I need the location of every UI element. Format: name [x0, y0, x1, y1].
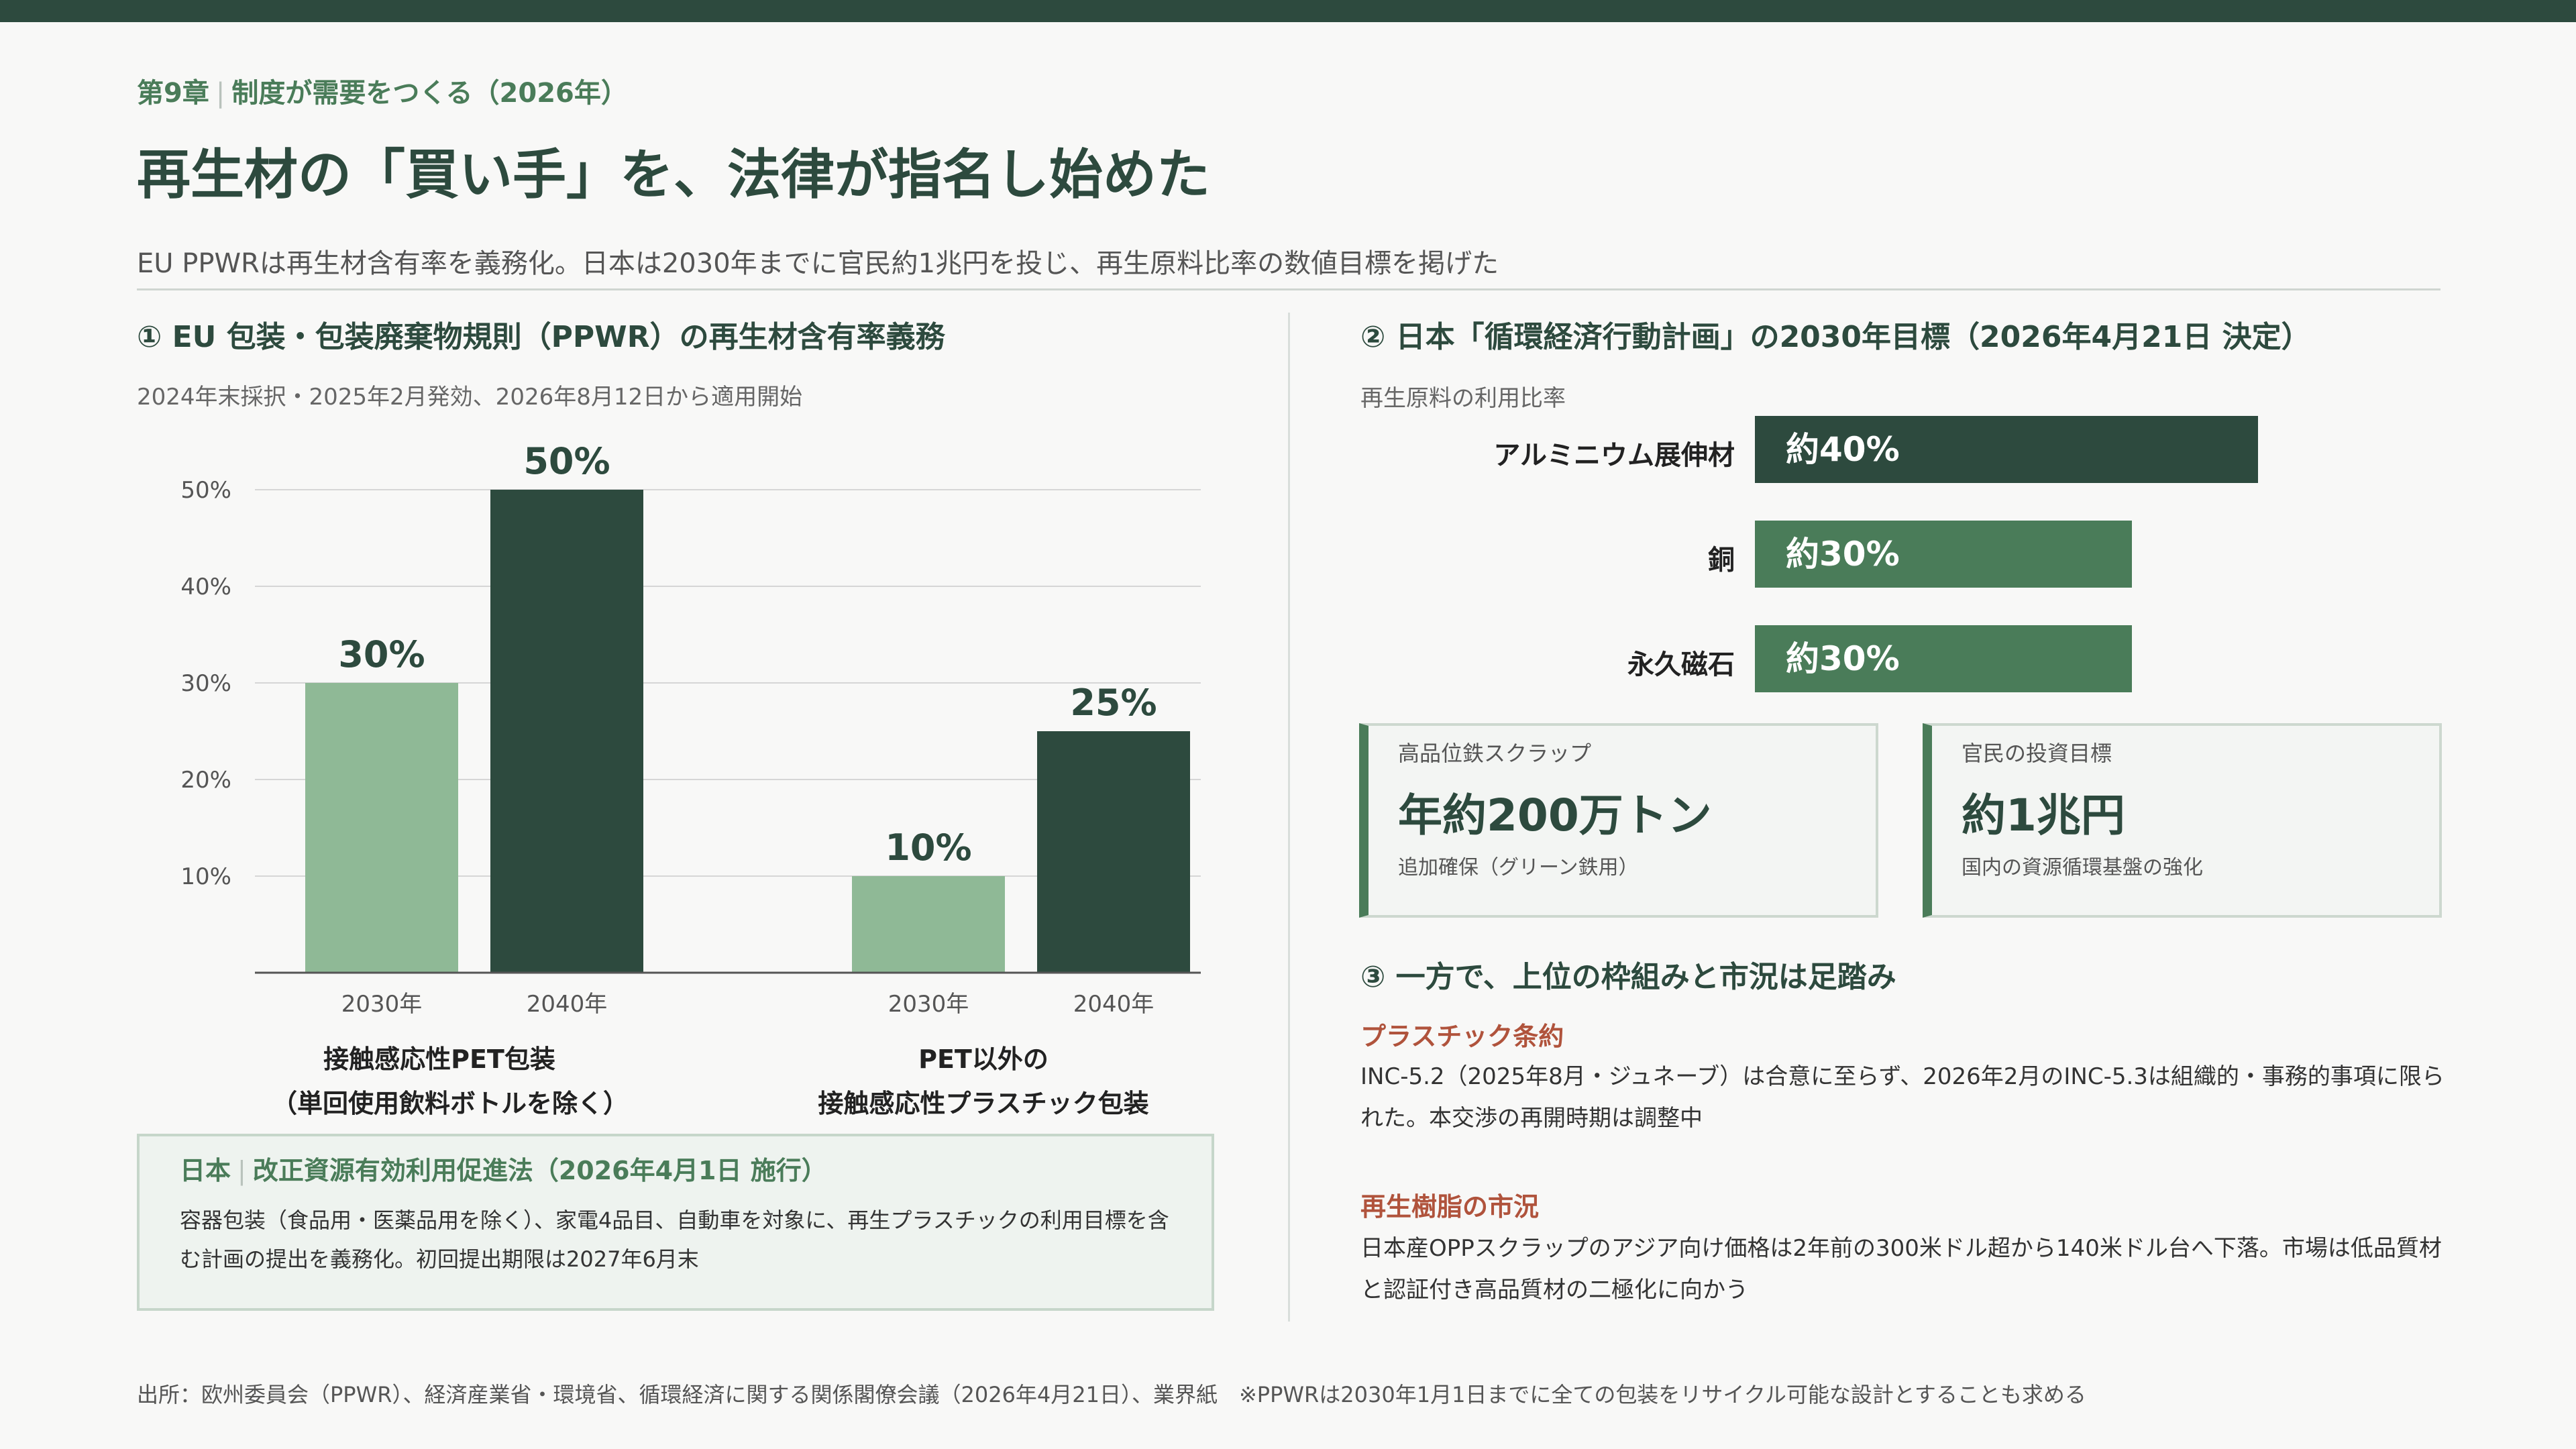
x-tick-label: 2040年: [527, 991, 608, 1018]
page-title: 再生材の「買い手」を、法律が指名し始めた: [137, 144, 1210, 206]
section2-heading: ② 日本「循環経済行動計画」の2030年目標（2026年4月21日 決定）: [1360, 320, 2311, 354]
card-label: 官民の投資目標: [1962, 741, 2112, 766]
card-label: 高品位鉄スクラップ: [1398, 741, 1592, 766]
header-divider: [137, 288, 2440, 290]
bar-value-label: 10%: [885, 826, 971, 869]
bar: [852, 876, 1005, 973]
card-note: 国内の資源循環基盤の強化: [1962, 856, 2203, 879]
hbar-category-label: 銅: [1708, 545, 1735, 576]
hbar-category-label: 永久磁石: [1627, 649, 1735, 680]
group-label-line: 接触感応性PET包装: [323, 1044, 555, 1074]
group-label-line: 接触感応性プラスチック包装: [818, 1089, 1149, 1118]
bar-value-label: 50%: [523, 440, 610, 482]
chapter-number: 第9章: [137, 78, 209, 109]
stat-card-iron-scrap: 高品位鉄スクラップ 年約200万トン 追加確保（グリーン鉄用）: [1359, 723, 1878, 918]
card-value: 年約200万トン: [1398, 790, 1712, 841]
y-tick-label: 10%: [180, 863, 231, 890]
group-label-pet: 接触感応性PET包装 （単回使用飲料ボトルを除く）: [272, 1037, 629, 1126]
x-tick-label: 2030年: [341, 991, 423, 1018]
hbar: 約30%: [1755, 625, 2132, 692]
group-label-line: PET以外の: [918, 1044, 1049, 1074]
bar-value-label: 30%: [338, 633, 425, 676]
bar-value-label: 25%: [1070, 682, 1157, 724]
x-tick-label: 2040年: [1073, 991, 1155, 1018]
japan-law-title: 日本 | 改正資源有効利用促進法（2026年4月1日 施行）: [180, 1156, 827, 1185]
chapter-topic: 制度が需要をつくる（2026年）: [231, 78, 628, 109]
hbar: 約30%: [1755, 521, 2132, 588]
card-value: 約1兆円: [1962, 790, 2125, 841]
group-label-line: （単回使用飲料ボトルを除く）: [272, 1089, 629, 1118]
hbar-category-label: アルミニウム展伸材: [1493, 440, 1735, 471]
page-subtitle: EU PPWRは再生材含有率を義務化。日本は2030年までに官民約1兆円を投じ、…: [137, 248, 1499, 279]
japan-law-name: 改正資源有効利用促進法（2026年4月1日 施行）: [252, 1156, 827, 1185]
section3-heading: ③ 一方で、上位の枠組みと市況は足踏み: [1360, 960, 1896, 994]
top-accent-bar: [0, 0, 2576, 22]
y-tick-label: 40%: [180, 574, 231, 600]
japan-law-body: 容器包装（食品用・医薬品用を除く）、家電4品目、自動車を対象に、再生プラスチック…: [180, 1208, 1169, 1272]
x-tick-label: 2030年: [888, 991, 969, 1018]
source-footnote: 出所：欧州委員会（PPWR）、経済産業省・環境省、循環経済に関する関係閣僚会議（…: [137, 1382, 2086, 1407]
section1-heading: ① EU 包装・包装廃棄物規則（PPWR）の再生材含有率義務: [137, 320, 945, 354]
japan-label: 日本: [180, 1156, 231, 1185]
section1-note: 2024年末採択・2025年2月発効、2026年8月12日から適用開始: [137, 384, 803, 411]
resin-market-body: 日本産OPPスクラップのアジア向け価格は2年前の300米ドル超から140米ドル台…: [1360, 1235, 2442, 1303]
hbar: 約40%: [1755, 416, 2258, 483]
plastic-treaty-title: プラスチック条約: [1360, 1022, 1564, 1051]
y-tick-label: 20%: [180, 767, 231, 794]
ppwr-bar-chart: 10% 20% 30% 40% 50% 30% 50% 10% 25% 2030年 2040年 2…: [180, 440, 1201, 1018]
hbar-chart-title: 再生原料の利用比率: [1360, 385, 1566, 412]
plastic-treaty-body: INC-5.2（2025年8月・ジュネーブ）は合意に至らず、2026年2月のIN…: [1360, 1063, 2445, 1132]
column-divider: [1288, 313, 1290, 1322]
bar: [305, 683, 458, 973]
bar: [490, 490, 643, 973]
card-note: 追加確保（グリーン鉄用）: [1398, 856, 1639, 879]
group-label-non-pet: PET以外の 接触感応性プラスチック包装: [782, 1037, 1185, 1126]
bar: [1037, 731, 1190, 973]
y-tick-label: 30%: [180, 670, 231, 697]
japan-law-box: 日本 | 改正資源有効利用促進法（2026年4月1日 施行） 容器包装（食品用・医薬…: [137, 1134, 1214, 1311]
y-tick-label: 50%: [180, 477, 231, 504]
stat-card-investment: 官民の投資目標 約1兆円 国内の資源循環基盤の強化: [1923, 723, 2442, 918]
chapter-label: 第9章 | 制度が需要をつくる（2026年）: [137, 78, 628, 109]
resin-market-title: 再生樹脂の市況: [1360, 1192, 1540, 1222]
